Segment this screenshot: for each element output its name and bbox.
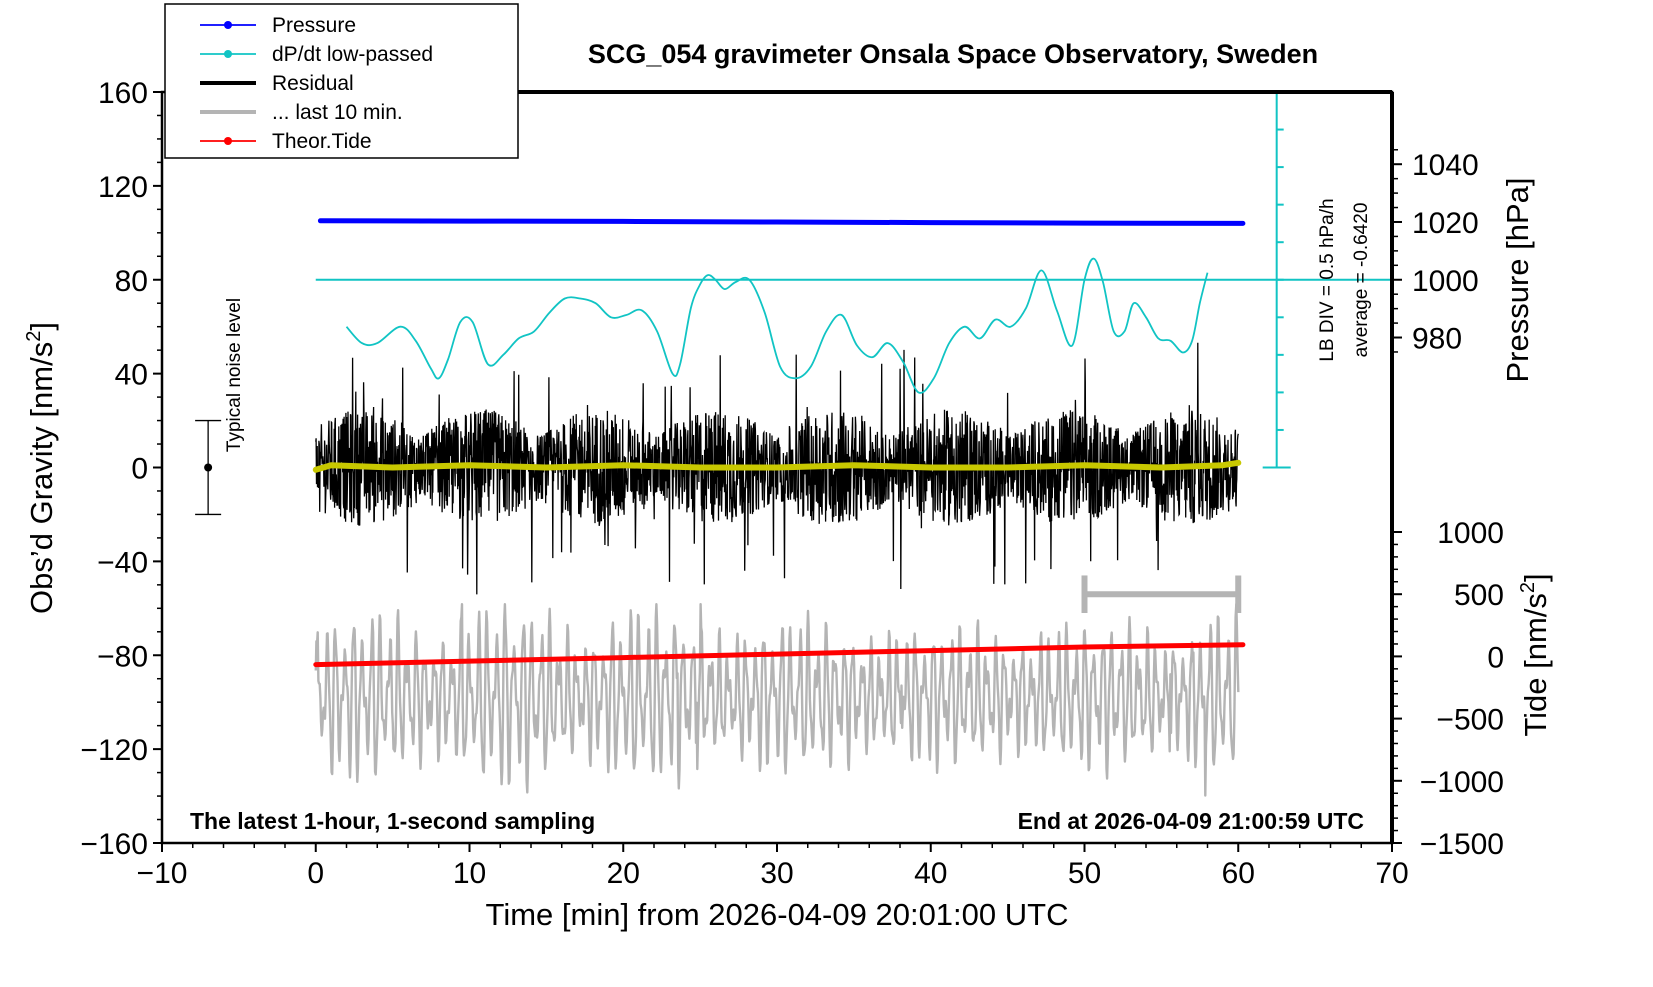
residual-series: [315, 342, 1239, 595]
pressure-tick-label: 1020: [1412, 207, 1479, 240]
average-label: average = -0.6420: [1351, 203, 1372, 358]
y-axis-left-title: Obs’d Gravity [nm/s2]: [23, 322, 59, 614]
pressure-tick-label: 1040: [1412, 149, 1479, 182]
tide-title-main: Tide [nm/s: [1518, 593, 1553, 737]
tide-tick-label: 500: [1454, 579, 1504, 612]
y-left-tick-label: −120: [80, 734, 148, 767]
x-tick-label: 60: [1222, 857, 1255, 890]
x-tick-label: 70: [1375, 857, 1408, 890]
legend-items: Pressure dP/dt low-passed Residual ... last…: [200, 14, 433, 153]
legend-label: ... last 10 min.: [272, 101, 403, 124]
y-axis-right-tide-title: Tide [nm/s2]: [1517, 573, 1553, 736]
legend-label: Pressure: [272, 14, 356, 37]
tide-tick-label: −1000: [1420, 766, 1504, 799]
dpdt-series: [345, 257, 1209, 394]
legend-label: Residual: [272, 72, 354, 95]
x-tick-label: 10: [453, 857, 486, 890]
y-axis-left-title-main: Obs’d Gravity [nm/s: [24, 342, 59, 614]
footer-right: End at 2026-04-09 21:00:59 UTC: [1018, 808, 1364, 834]
x-axis-title: Time [min] from 2026-04-09 20:01:00 UTC: [486, 897, 1069, 932]
tide-title-end: ]: [1518, 573, 1553, 582]
pressure-tick-label: 980: [1412, 323, 1462, 356]
tide-tick-label: −1500: [1420, 828, 1504, 861]
pressure-line: [317, 218, 1246, 226]
y-left-tick-label: −80: [97, 640, 148, 673]
legend-label: dP/dt low-passed: [272, 43, 433, 66]
y-left-tick-label: 160: [98, 77, 148, 110]
y-left-tick-label: 40: [115, 359, 148, 392]
legend: Pressure dP/dt low-passed Residual ... last…: [164, 3, 519, 159]
residual-line: [315, 342, 1239, 595]
x-tick-label: 50: [1068, 857, 1101, 890]
residual-smoothed-line: [312, 459, 1242, 473]
x-tick-label: 40: [914, 857, 947, 890]
tide-tick-label: 1000: [1437, 517, 1504, 550]
y-axis-right-pressure-title: Pressure [hPa]: [1500, 177, 1535, 382]
tide-tick-label: −500: [1436, 704, 1504, 737]
legend-swatch-marker: [224, 50, 232, 58]
x-tick-label: −10: [137, 857, 188, 890]
y-left-tick-label: 0: [131, 453, 148, 486]
theor-tide-line: [313, 642, 1246, 668]
y-left-tick-label: 80: [115, 265, 148, 298]
x-tick-label: 20: [607, 857, 640, 890]
last10-bar: [1081, 575, 1242, 614]
tide-tick-label: 0: [1487, 641, 1504, 674]
residual-smoothed-series: [312, 459, 1242, 473]
x-tick-label: 0: [307, 857, 324, 890]
legend-swatch-marker: [224, 137, 232, 145]
legend-swatch-marker: [224, 21, 232, 29]
noise-bar-point: [204, 463, 213, 472]
lb-div-label: LB DIV = 0.5 hPa/h: [1317, 198, 1338, 361]
pressure-tick-label: 1000: [1412, 265, 1479, 298]
chart-title: SCG_054 gravimeter Onsala Space Observat…: [588, 39, 1318, 69]
dpdt-line: [345, 257, 1209, 394]
y-left-tick-label: −160: [80, 828, 148, 861]
noise-level-label: Typical noise level: [224, 298, 245, 452]
y-axis-left-title-end: ]: [24, 322, 59, 331]
noise-level-bar: [195, 419, 222, 516]
legend-label: Theor.Tide: [272, 130, 372, 153]
axis-ticks: −10 0 10 20 30 40 50 60 70−160−120−80−4004080120…: [80, 77, 1504, 890]
theor-tide-series: [313, 642, 1246, 668]
tide-title-sup: 2: [1517, 582, 1539, 593]
pressure-series: [317, 218, 1246, 226]
footer-left: The latest 1-hour, 1-second sampling: [190, 808, 595, 834]
y-left-tick-label: −40: [97, 546, 148, 579]
y-left-tick-label: 120: [98, 171, 148, 204]
y-axis-left-title-sup: 2: [23, 331, 45, 342]
x-tick-label: 30: [760, 857, 793, 890]
